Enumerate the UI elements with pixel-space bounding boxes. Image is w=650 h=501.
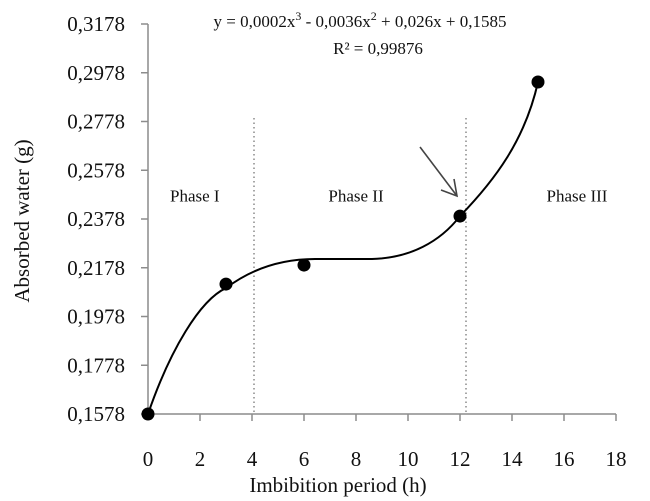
data-point <box>297 258 311 272</box>
arrow-icon <box>419 146 458 197</box>
x-ticks: 0 2 4 6 8 10 12 14 16 18 <box>143 414 627 471</box>
y-tick-label: 0,1578 <box>67 402 125 426</box>
phase-label-1: Phase I <box>170 186 220 205</box>
y-tick-label: 0,2978 <box>67 61 125 85</box>
axes <box>147 24 616 415</box>
y-tick-label: 0,2778 <box>67 110 125 134</box>
x-tick-label: 2 <box>195 447 206 471</box>
y-tick-label: 0,2178 <box>67 256 125 280</box>
x-axis-title: Imbibition period (h) <box>249 473 426 497</box>
x-tick-label: 10 <box>398 447 419 471</box>
y-tick-label: 0,3178 <box>67 12 125 36</box>
data-point <box>219 277 233 291</box>
arrow-annotation <box>419 146 459 198</box>
x-tick-label: 0 <box>143 447 154 471</box>
phase-label-3: Phase III <box>547 186 608 205</box>
x-tick-label: 12 <box>450 447 471 471</box>
x-tick-label: 4 <box>247 447 258 471</box>
y-tick-label: 0,2578 <box>67 158 125 182</box>
trendline-equation: y = 0,0002x3 - 0,0036x2 + 0,026x + 0,158… <box>214 9 507 31</box>
r-squared: R² = 0,99876 <box>333 39 423 58</box>
y-axis-title: Absorbed water (g) <box>10 139 34 302</box>
data-point <box>141 407 155 421</box>
trendline-curve <box>147 81 539 415</box>
data-point <box>531 75 545 89</box>
phase-label-2: Phase II <box>328 186 384 205</box>
y-ticks: 0,1578 0,1778 0,1978 0,2178 0,2378 0,2578 0,27… <box>67 12 148 426</box>
x-tick-label: 16 <box>554 447 575 471</box>
x-tick-label: 14 <box>502 447 524 471</box>
y-tick-label: 0,1778 <box>67 353 125 377</box>
x-tick-label: 18 <box>606 447 627 471</box>
data-markers <box>141 75 545 421</box>
x-tick-label: 6 <box>299 447 310 471</box>
x-tick-label: 8 <box>351 447 362 471</box>
arrow-head-icon <box>440 178 459 198</box>
y-tick-label: 0,2378 <box>67 207 125 231</box>
data-point <box>453 209 467 223</box>
y-tick-label: 0,1978 <box>67 305 125 329</box>
phase-boundaries <box>253 118 467 414</box>
